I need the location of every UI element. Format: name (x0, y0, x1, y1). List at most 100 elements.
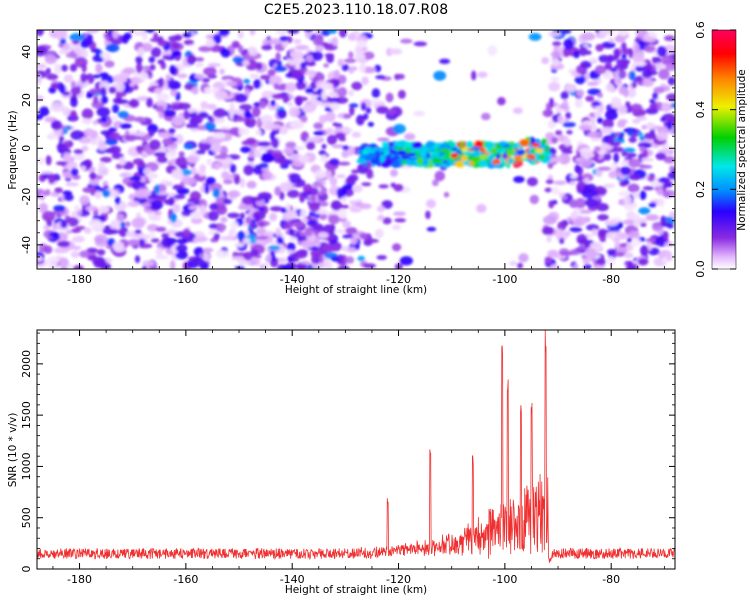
heatmap-cell (330, 256, 340, 262)
heatmap-cell (113, 74, 127, 83)
heatmap-cell (237, 205, 249, 210)
heatmap-cell (377, 137, 390, 142)
heatmap-cell (509, 260, 518, 266)
heatmap-cell (219, 68, 225, 75)
heatmap-cell (573, 50, 580, 59)
heatmap-cell (104, 60, 115, 68)
heatmap-cell (634, 65, 645, 72)
heatmap-cell (528, 32, 542, 41)
heatmap-cell (667, 76, 675, 86)
heatmap-cell (376, 255, 387, 260)
heatmap-cell (439, 58, 451, 64)
heatmap-cell (323, 63, 329, 68)
heatmap-cell (133, 117, 147, 123)
heatmap-cell (507, 157, 513, 164)
heatmap-cell (80, 73, 87, 83)
heatmap-cell (290, 120, 305, 130)
heatmap-cell (351, 169, 360, 174)
heatmap-cell (248, 152, 254, 158)
heatmap-cell (498, 141, 508, 146)
heatmap-cell (258, 146, 268, 151)
heatmap-cell (667, 171, 675, 180)
heatmap-cell (117, 111, 129, 119)
heatmap-cell (299, 191, 306, 203)
heatmap-cell (195, 62, 204, 68)
heatmap-cell (253, 78, 261, 89)
heatmap-cell (186, 155, 199, 164)
heatmap-cell (81, 63, 87, 73)
heatmap-cell (625, 243, 634, 252)
heatmap-cell (85, 205, 98, 212)
heatmap-cell (262, 170, 273, 181)
heatmap-cell (164, 181, 173, 187)
heatmap-cell (328, 30, 337, 34)
heatmap-cell (363, 113, 369, 120)
heatmap-cell (660, 215, 667, 225)
heatmap-cell (37, 95, 44, 102)
heatmap-cell (541, 138, 548, 145)
heatmap-cell (336, 174, 346, 179)
heatmap-cell (516, 262, 524, 269)
heatmap-cell (473, 150, 482, 157)
heatmap-cell (219, 153, 229, 160)
heatmap-cell (660, 222, 673, 227)
colorbar-ticks: 0.0 0.2 0.4 0.6 (694, 21, 736, 278)
heatmap-cell (641, 157, 654, 162)
heatmap-cell (193, 256, 205, 267)
heatmap-cell (320, 154, 328, 163)
heatmap-cell (193, 114, 203, 124)
heatmap-cell (376, 205, 385, 213)
heatmap-cell (565, 83, 577, 93)
heatmap-cell (37, 30, 44, 37)
heatmap-cell (133, 131, 147, 137)
heatmap-cell (617, 30, 629, 37)
heatmap-cell (348, 51, 354, 59)
heatmap-cell (559, 251, 574, 256)
heatmap-hotspot (492, 159, 501, 165)
heatmap-cell (363, 163, 368, 167)
heatmap-cell (366, 168, 374, 179)
heatmap-cell (221, 164, 230, 170)
heatmap-cell (215, 250, 230, 259)
heatmap-cell (362, 263, 377, 269)
heatmap-cell (634, 43, 640, 54)
heatmap-cell (162, 55, 172, 60)
heatmap-cell (148, 215, 162, 221)
heatmap-cell (665, 63, 675, 71)
heatmap-cell (614, 74, 621, 86)
snr-panel: -180 -160 -140 -120 -100 -800500100015002000 … (7, 329, 676, 596)
heatmap-cell (92, 120, 99, 125)
heatmap-cell (221, 75, 235, 81)
heatmap-cell (43, 225, 50, 230)
heatmap-cell (230, 227, 237, 238)
heatmap-cell (70, 211, 78, 217)
heatmap-cell (489, 148, 497, 153)
heatmap-cell (590, 137, 601, 142)
heatmap-cell (638, 207, 651, 215)
heatmap-cell (65, 182, 79, 187)
x-tick-label: -80 (602, 273, 620, 286)
heatmap-cell (268, 245, 281, 251)
heatmap-cell (285, 209, 298, 220)
heatmap-cell (394, 147, 405, 151)
heatmap-cell (301, 239, 314, 249)
heatmap-cell (116, 81, 125, 93)
heatmap-cell (396, 150, 407, 156)
heatmap-cell (110, 219, 122, 231)
heatmap-cell (375, 155, 381, 159)
y-tick-label: -20 (20, 188, 33, 206)
heatmap-cell (89, 171, 97, 180)
heatmap-cell (604, 61, 613, 72)
heatmap-cell (94, 190, 102, 199)
heatmap-cell (387, 108, 397, 116)
heatmap-cell (50, 82, 61, 89)
heatmap-cell (405, 158, 411, 164)
heatmap-cell (177, 73, 188, 79)
heatmap-cell (599, 30, 613, 35)
heatmap-cell (620, 166, 631, 176)
heatmap-cell (195, 149, 206, 155)
heatmap-cell (662, 257, 668, 264)
heatmap-cell (378, 184, 389, 189)
heatmap-cell (291, 222, 305, 228)
heatmap-cell (342, 145, 350, 151)
